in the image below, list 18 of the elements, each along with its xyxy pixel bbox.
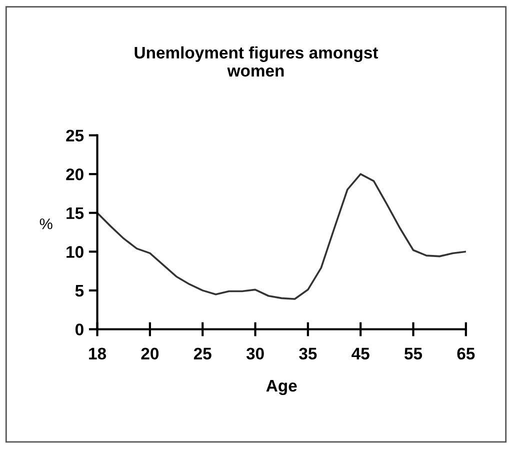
x-tick-label: 65 <box>457 348 475 360</box>
x-tick-label: 30 <box>246 348 264 360</box>
line-series <box>97 173 466 300</box>
x-tick-label: 18 <box>89 348 106 360</box>
x-tick-label: 55 <box>404 348 422 360</box>
y-tick-label: 20 <box>66 168 84 180</box>
x-tick-label: 20 <box>141 348 159 360</box>
y-tick-label: 15 <box>66 207 84 220</box>
x-tick-label: 45 <box>352 348 370 360</box>
y-axis-title: % <box>40 218 52 230</box>
x-tick-label: 35 <box>299 348 317 360</box>
x-axis-title: Age <box>266 380 297 396</box>
x-tick-label: 25 <box>194 348 212 360</box>
y-tick-label: 10 <box>66 246 84 258</box>
chart-title: Unemloyment figures amongst women <box>134 46 378 77</box>
y-tick-label: 5 <box>75 285 84 297</box>
y-tick-label: 25 <box>66 130 84 142</box>
y-tick-label: 0 <box>75 324 84 336</box>
